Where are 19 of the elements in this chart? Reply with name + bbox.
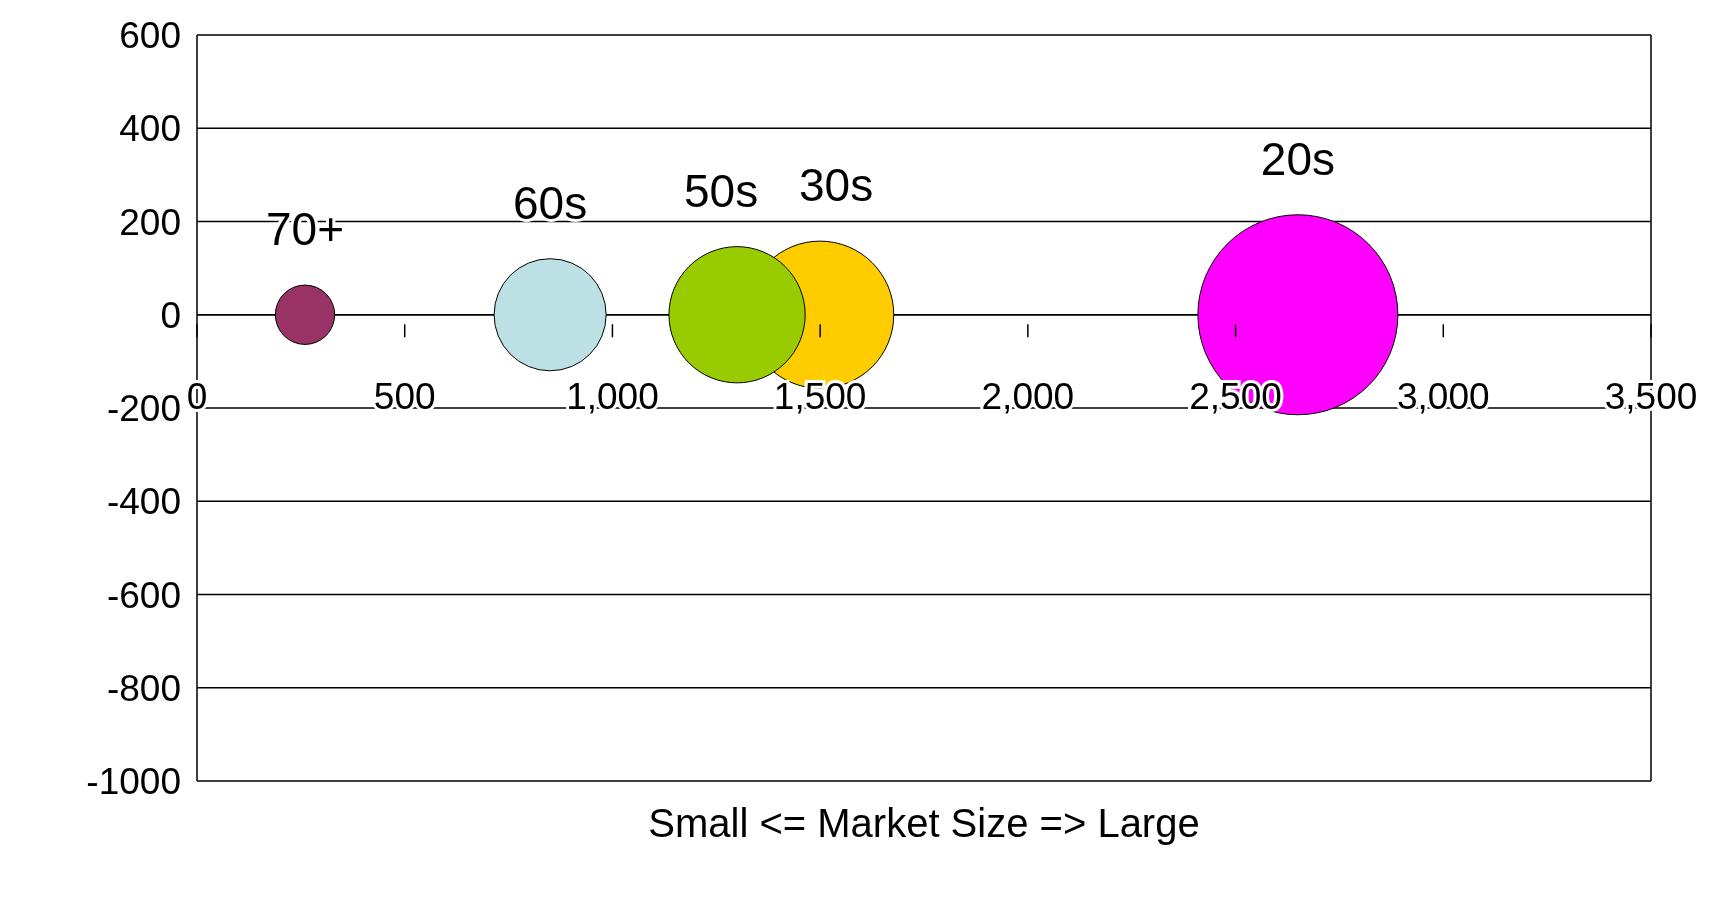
series-label: 30s	[799, 159, 874, 212]
x-axis-title: Small <= Market Size => Large	[648, 801, 1200, 845]
y-tick-label: -800	[106, 667, 181, 709]
series-label: 60s	[513, 176, 588, 229]
y-tick-label: -400	[106, 481, 181, 523]
y-tick-label: 0	[160, 294, 181, 336]
series-label: 50s	[684, 164, 759, 217]
series-label: 20s	[1260, 132, 1335, 185]
y-tick-label: -1000	[86, 761, 181, 802]
y-tick-label: 200	[119, 201, 181, 243]
y-tick-label: -600	[106, 574, 181, 616]
x-tick-label: 3,000	[1396, 376, 1490, 418]
x-tick-label: 2,000	[981, 376, 1075, 418]
x-tick-label: 500	[373, 376, 436, 418]
x-tick-label: 1,500	[773, 376, 867, 418]
y-tick-label: 600	[119, 15, 181, 56]
y-tick-label: -200	[106, 388, 181, 429]
y-tick-label: 400	[119, 108, 181, 150]
x-tick-label: 1,000	[566, 376, 659, 418]
